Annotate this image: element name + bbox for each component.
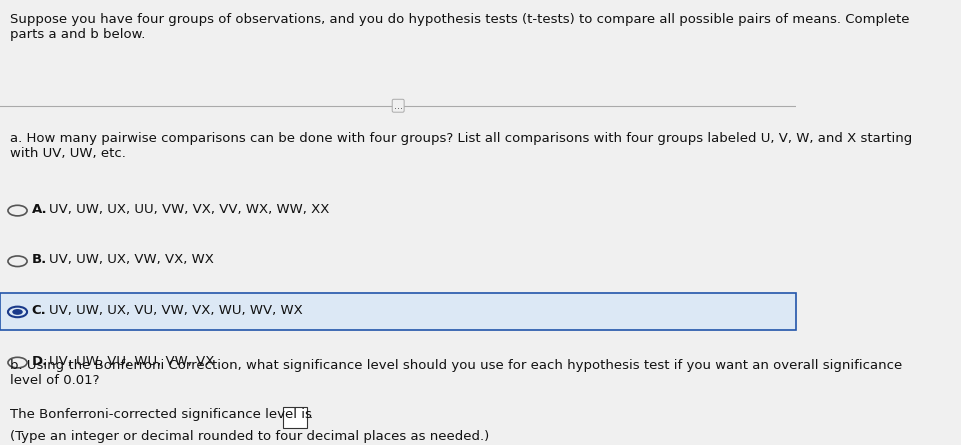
Text: a. How many pairwise comparisons can be done with four groups? List all comparis: a. How many pairwise comparisons can be … (10, 132, 911, 160)
Text: D.: D. (32, 355, 48, 368)
Text: UV, UW, UX, UU, VW, VX, VV, WX, WW, XX: UV, UW, UX, UU, VW, VX, VV, WX, WW, XX (49, 203, 330, 216)
Text: UV, UW, UX, VU, VW, VX, WU, WV, WX: UV, UW, UX, VU, VW, VX, WU, WV, WX (49, 304, 303, 317)
Text: UV, UW, VU, WU, VW, VX: UV, UW, VU, WU, VW, VX (49, 355, 214, 368)
Text: UV, UW, UX, VW, VX, WX: UV, UW, UX, VW, VX, WX (49, 254, 214, 267)
Text: b. Using the Bonferroni Correction, what significance level should you use for e: b. Using the Bonferroni Correction, what… (10, 359, 900, 387)
Text: (Type an integer or decimal rounded to four decimal places as needed.): (Type an integer or decimal rounded to f… (10, 429, 488, 442)
FancyBboxPatch shape (283, 407, 307, 428)
FancyBboxPatch shape (0, 293, 796, 331)
Text: B.: B. (32, 254, 47, 267)
Text: C.: C. (32, 304, 46, 317)
Text: The Bonferroni-corrected significance level is: The Bonferroni-corrected significance le… (10, 408, 315, 421)
Text: A.: A. (32, 203, 47, 216)
Circle shape (12, 309, 23, 315)
Text: Suppose you have four groups of observations, and you do hypothesis tests (t-tes: Suppose you have four groups of observat… (10, 13, 908, 41)
Text: ...: ... (393, 101, 403, 111)
Text: .: . (308, 408, 312, 421)
